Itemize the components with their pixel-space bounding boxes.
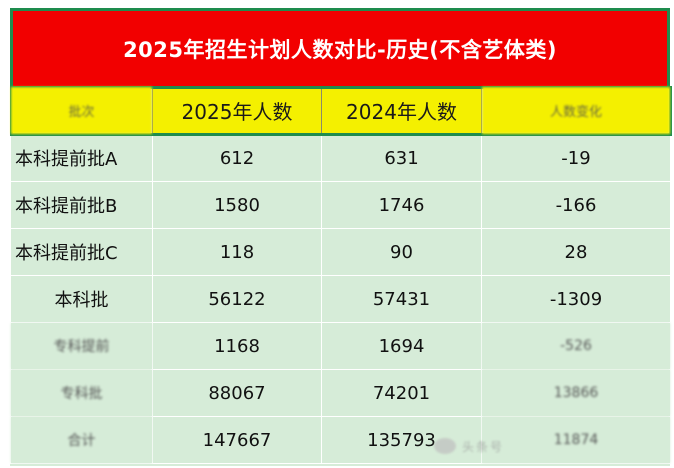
cell-change[interactable]: -19 [481, 134, 671, 182]
cell-change[interactable]: -526 [481, 322, 671, 370]
cell-batch[interactable]: 本科提前批A [10, 134, 153, 182]
cell-batch[interactable]: 本科提前批B [10, 181, 153, 229]
table-row: 本科提前批A 612 631 -19 [10, 134, 671, 182]
cell-2025[interactable]: 56122 [152, 275, 322, 323]
cell-batch[interactable]: 本科批 [10, 275, 153, 323]
cell-2024[interactable]: 74201 [321, 369, 482, 417]
watermark: 头条号 [434, 435, 670, 457]
cell-batch[interactable]: 专科批 [10, 369, 153, 417]
table-row: 本科批 56122 57431 -1309 [10, 275, 671, 323]
table-row: 本科提前批C 118 90 28 [10, 228, 671, 276]
title-cell[interactable]: 2025年招生计划人数对比-历史(不含艺体类) [10, 8, 670, 86]
cell-2024[interactable]: 90 [321, 228, 482, 276]
cell-2025[interactable]: 147667 [152, 416, 322, 464]
cell-2024[interactable]: 57431 [321, 275, 482, 323]
cell-batch[interactable]: 专科提前 [10, 322, 153, 370]
header-2024[interactable]: 2024年人数 [321, 86, 482, 135]
cell-2025[interactable]: 1168 [152, 322, 322, 370]
cell-change[interactable]: -166 [481, 181, 671, 229]
spreadsheet-view: 2025年招生计划人数对比-历史(不含艺体类) 批次 2025年人数 2024年… [9, 8, 672, 466]
cell-change[interactable]: -1309 [481, 275, 671, 323]
cell-2024[interactable]: 135793 [321, 416, 482, 464]
table-row: 合计 147667 135793 11874 [10, 416, 671, 464]
enrollment-table: 批次 2025年人数 2024年人数 人数变化 本科提前批A 612 631 -… [9, 85, 672, 464]
cell-change[interactable]: 13866 [481, 369, 671, 417]
cell-batch[interactable]: 本科提前批C [10, 228, 153, 276]
table-title: 2025年招生计划人数对比-历史(不含艺体类) [123, 37, 557, 62]
cell-change[interactable]: 11874 [481, 416, 671, 464]
header-batch[interactable]: 批次 [10, 86, 153, 135]
cell-2024[interactable]: 1746 [321, 181, 482, 229]
cell-2025[interactable]: 118 [152, 228, 322, 276]
cell-batch[interactable]: 合计 [10, 416, 153, 464]
header-change[interactable]: 人数变化 [481, 86, 671, 135]
cell-2025[interactable]: 612 [152, 134, 322, 182]
table-row: 专科提前 1168 1694 -526 [10, 322, 671, 370]
header-row: 批次 2025年人数 2024年人数 人数变化 [9, 85, 672, 136]
cell-2025[interactable]: 88067 [152, 369, 322, 417]
header-2025[interactable]: 2025年人数 [152, 86, 322, 135]
cell-2024[interactable]: 631 [321, 134, 482, 182]
table-row: 专科批 88067 74201 13866 [10, 369, 671, 417]
cell-2024[interactable]: 1694 [321, 322, 482, 370]
cell-2025[interactable]: 1580 [152, 181, 322, 229]
table-row: 本科提前批B 1580 1746 -166 [10, 181, 671, 229]
cell-change[interactable]: 28 [481, 228, 671, 276]
watermark-logo-icon [434, 438, 456, 454]
watermark-text: 头条号 [462, 439, 505, 454]
